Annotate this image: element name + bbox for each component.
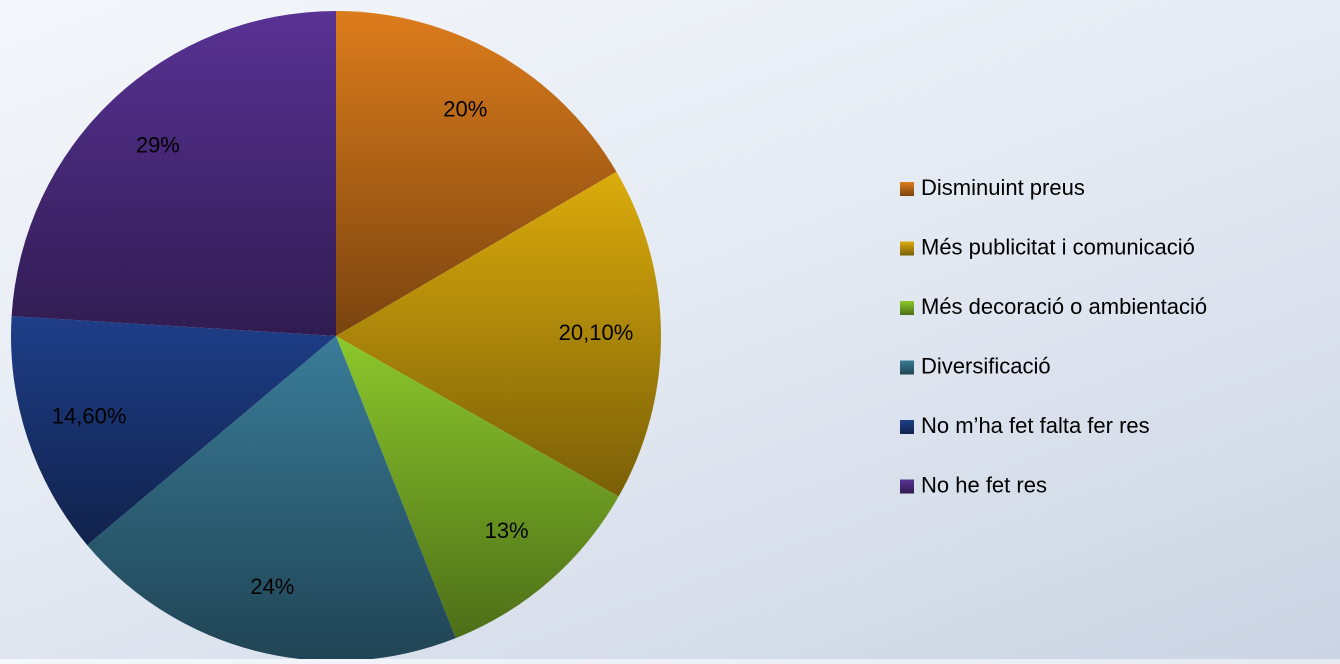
- pie-slice: [11, 316, 337, 546]
- legend-label: Disminuint preus: [921, 175, 1085, 200]
- pie-slice: [11, 11, 337, 336]
- legend-label: No he fet res: [921, 472, 1047, 497]
- data-label: 24%: [250, 574, 294, 599]
- legend-swatch: [900, 420, 914, 434]
- legend-swatch: [900, 301, 914, 315]
- data-label: 20,10%: [559, 320, 634, 345]
- legend-label: Diversificació: [921, 353, 1051, 378]
- legend-swatch: [900, 360, 914, 375]
- data-label: 14,60%: [52, 403, 127, 428]
- pie-slice: [336, 336, 619, 639]
- pie-slice: [87, 336, 456, 661]
- pie-slice: [336, 171, 661, 497]
- data-label: 29%: [136, 132, 180, 157]
- legend-swatch: [900, 241, 914, 256]
- legend-swatch: [900, 479, 914, 494]
- data-label: 20%: [443, 96, 487, 121]
- legend-label: Més publicitat i comunicació: [921, 234, 1195, 259]
- data-label: 13%: [485, 518, 529, 543]
- legend-swatch: [900, 182, 914, 196]
- legend-label: No m’ha fet falta fer res: [921, 413, 1150, 438]
- pie-slice: [336, 11, 617, 336]
- legend-label: Més decoració o ambientació: [921, 294, 1207, 319]
